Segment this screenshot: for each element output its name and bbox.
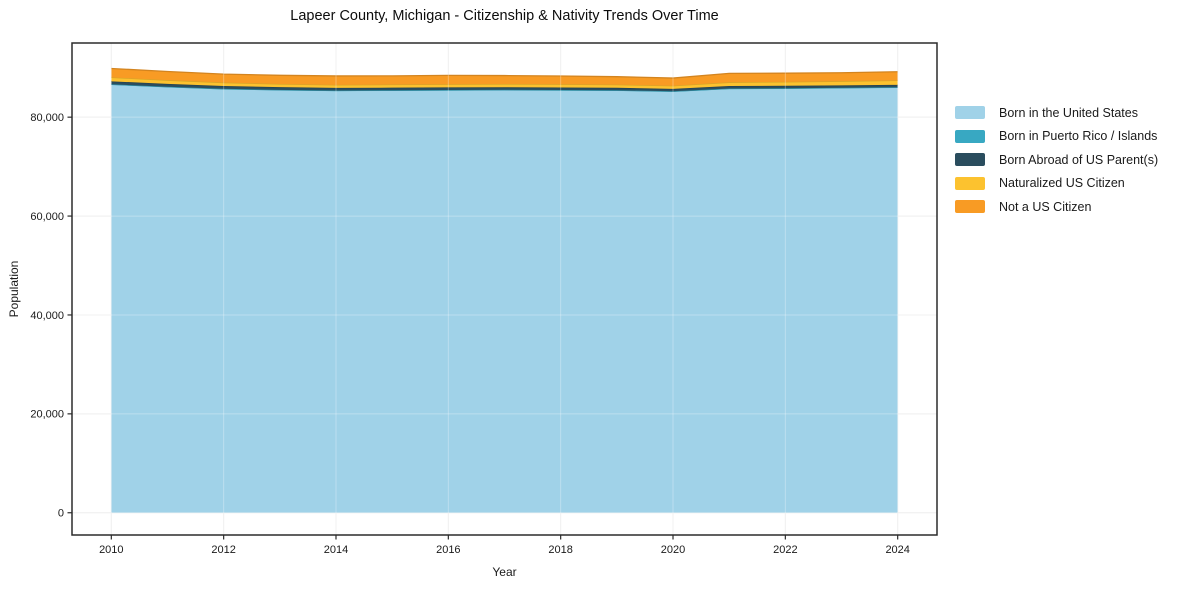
area-series-0 [111, 85, 898, 513]
y-tick-label: 0 [58, 508, 64, 520]
y-tick-label: 20,000 [30, 409, 64, 421]
area-series-2 [111, 81, 898, 92]
area-series-3 [111, 77, 898, 89]
legend-item: Born Abroad of US Parent(s) [955, 148, 1158, 172]
x-tick-label: 2020 [661, 544, 685, 556]
y-tick-label: 60,000 [30, 211, 64, 223]
x-tick-label: 2012 [211, 544, 235, 556]
legend-swatch [955, 153, 985, 167]
x-tick-label: 2010 [99, 544, 123, 556]
legend-item-label: Not a US Citizen [999, 199, 1092, 214]
x-tick-label: 2018 [548, 544, 572, 556]
legend-item-label: Born in the United States [999, 105, 1138, 120]
legend: Born in the United States Born in Puerto … [955, 101, 1158, 219]
x-tick-label: 2024 [885, 544, 909, 556]
x-tick-label: 2016 [436, 544, 460, 556]
chart-title: Lapeer County, Michigan - Citizenship & … [290, 8, 719, 24]
area-series-4-edge [111, 67, 898, 79]
legend-item: Born in the United States [955, 101, 1158, 125]
legend-item: Naturalized US Citizen [955, 172, 1158, 196]
legend-item: Born in Puerto Rico / Islands [955, 125, 1158, 149]
y-tick-label: 80,000 [30, 112, 64, 124]
area-series-4 [111, 68, 898, 86]
legend-item-label: Born Abroad of US Parent(s) [999, 152, 1159, 167]
y-tick-label: 40,000 [30, 310, 64, 322]
legend-item: Not a US Citizen [955, 195, 1158, 219]
legend-item-label: Naturalized US Citizen [999, 176, 1125, 191]
legend-swatch [955, 129, 985, 143]
legend-swatch [955, 176, 985, 190]
x-axis-label: Year [492, 565, 517, 579]
plot-frame [71, 42, 938, 536]
x-tick-label: 2014 [324, 544, 348, 556]
x-tick-label: 2022 [773, 544, 797, 556]
legend-item-label: Born in Puerto Rico / Islands [999, 129, 1158, 144]
legend-swatch [955, 200, 985, 214]
legend-swatch [955, 106, 985, 120]
